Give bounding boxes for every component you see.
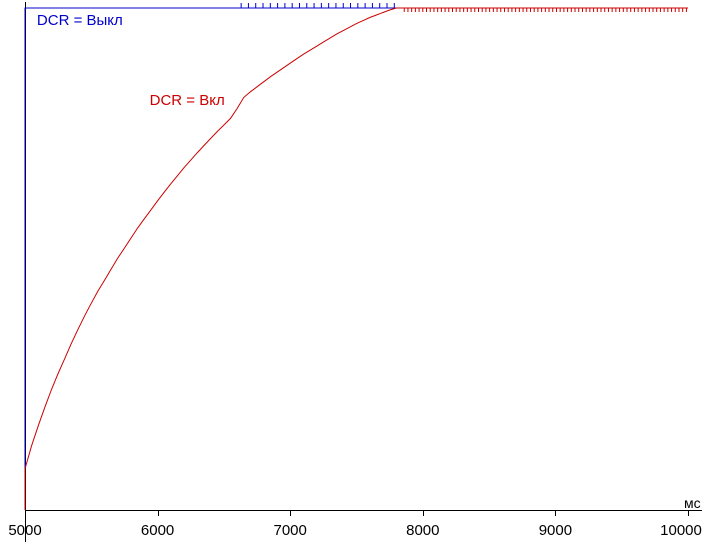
series-label-dcr-off: DCR = Выкл xyxy=(36,12,123,30)
x-tick-label: 8000 xyxy=(406,522,440,539)
x-axis-unit-label: мс xyxy=(684,495,701,511)
x-tick-label: 7000 xyxy=(273,522,307,539)
x-tick-label: 5000 xyxy=(8,522,42,539)
series-label-dcr-on: DCR = Вкл xyxy=(149,92,225,110)
x-tick-label: 10000 xyxy=(660,522,702,539)
x-tick-label: 9000 xyxy=(538,522,573,539)
x-tick-label: 6000 xyxy=(140,522,175,539)
